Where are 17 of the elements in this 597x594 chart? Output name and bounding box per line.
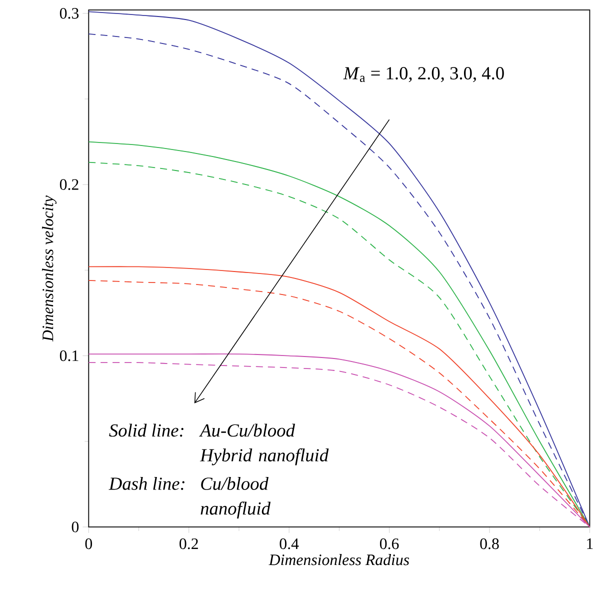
y-tick-label: 0.1 [60, 350, 78, 362]
annotation: M$_{a}$ = 1.0, 2.0, 3.0, 4.0 [343, 67, 504, 82]
annotation: Dash line: [108, 477, 184, 490]
y-axis-title: Dimensionless velocity [42, 196, 56, 342]
x-tick-label: 1 [587, 538, 593, 550]
annotation: Au-Cu/blood Hybrid nanofluid [199, 424, 329, 466]
x-tick-label: 0.6 [380, 538, 399, 550]
annotation: Solid line: [109, 424, 184, 437]
x-tick-label: 0.8 [480, 538, 499, 550]
x-tick-label: 0.4 [280, 538, 299, 550]
x-axis-title: Dimensionless Radius [268, 554, 410, 566]
x-tick-label: 0.2 [180, 538, 198, 550]
y-tick-label: 0.3 [60, 8, 79, 19]
y-tick-label: 0.2 [60, 179, 78, 190]
x-tick-label: 0 [85, 538, 92, 550]
y-tick-label: 0 [72, 522, 79, 532]
annotation: Cu/blood nanofluid [200, 477, 271, 519]
